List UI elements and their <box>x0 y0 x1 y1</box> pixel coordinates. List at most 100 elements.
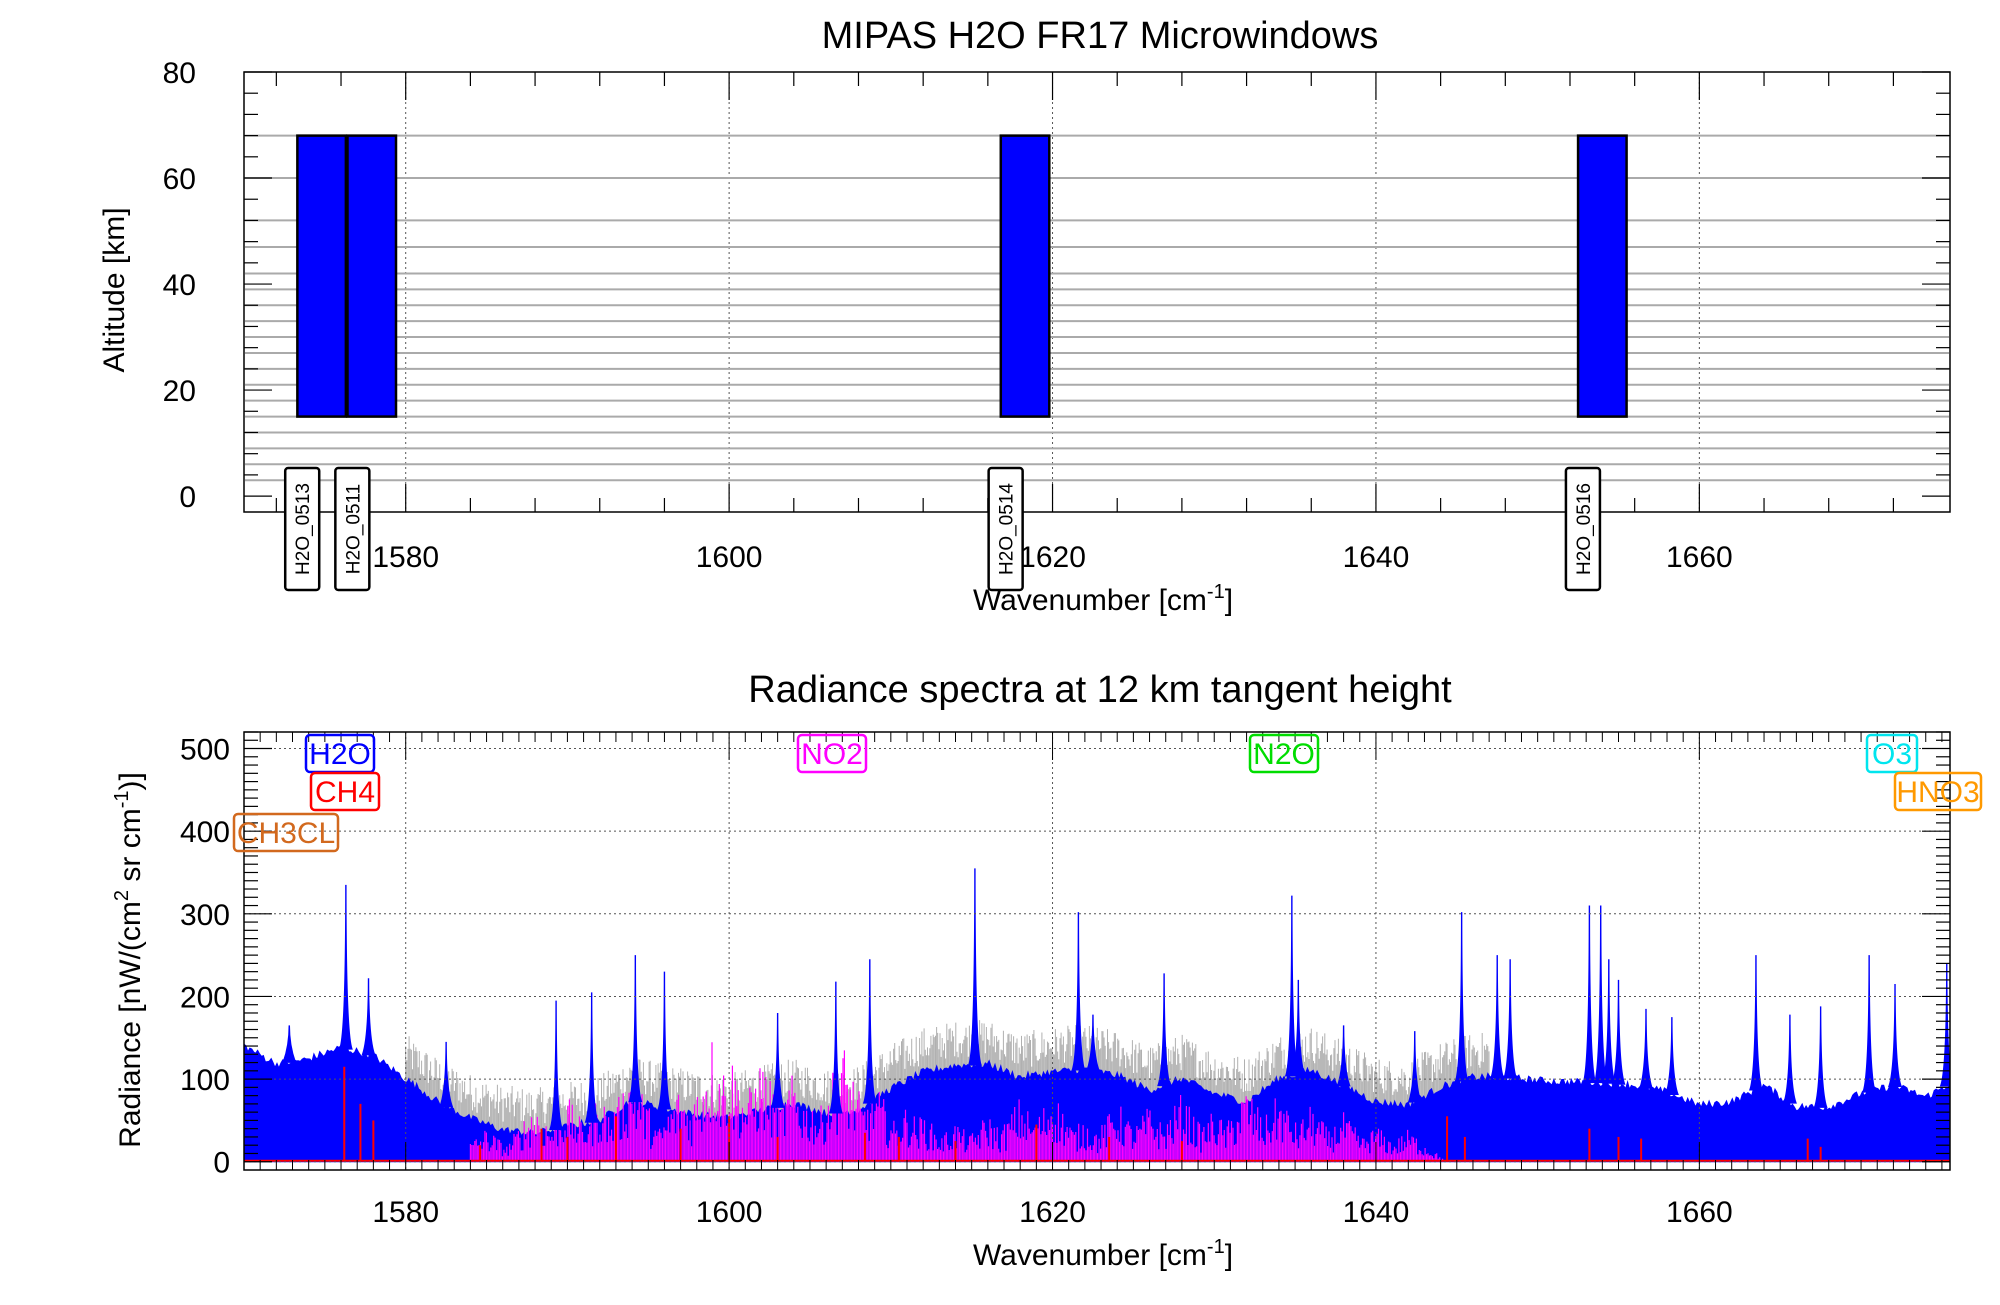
top-x-axis-label-end: ] <box>1225 584 1233 617</box>
microwindow-label: H2O_0511 <box>334 466 371 592</box>
legend-label: O3 <box>1872 738 1912 771</box>
bottom-x-tick-labels: 1580 1600 1620 1640 1660 <box>372 1196 1732 1229</box>
legend-box <box>1248 733 1320 774</box>
bottom-y-axis-label-p0: Radiance [nW/(cm <box>114 901 147 1148</box>
microwindow-panel: MIPAS H2O FR17 Microwindows 1580 1600 1620… <box>98 15 1951 617</box>
microwindow-bar <box>296 134 348 418</box>
top-x-tick-label: 1660 <box>1666 541 1733 574</box>
bottom-plot-frame <box>243 731 1951 1171</box>
h2o-peak <box>1813 1006 1828 1108</box>
bottom-chart-title: Radiance spectra at 12 km tangent height <box>748 669 1452 711</box>
h2o-peak <box>1454 912 1469 1082</box>
radiance-series <box>244 868 1950 1163</box>
h2o-peak <box>1336 1025 1351 1087</box>
top-x-tick-label: 1600 <box>696 541 763 574</box>
microwindow-label-box <box>1564 466 1602 592</box>
bottom-y-axis-label: Radiance [nW/(cm2 sr cm-1)] <box>111 772 147 1148</box>
h2o-peak <box>770 1012 785 1108</box>
bottom-y-axis-label-p4: )] <box>114 772 147 790</box>
legend-label: N2O <box>1253 738 1315 771</box>
h2o-peak <box>1490 955 1505 1079</box>
bottom-x-axis-label-end: ] <box>1225 1239 1233 1272</box>
top-chart-title: MIPAS H2O FR17 Microwindows <box>822 15 1379 57</box>
top-x-tick-labels: 1580 1600 1620 1640 1660 <box>372 541 1732 574</box>
legend-ch3cl: CH3CL <box>232 812 340 853</box>
top-y-axis-label: Altitude [km] <box>98 207 131 372</box>
bottom-x-tick-label: 1640 <box>1343 1196 1410 1229</box>
bottom-x-tick-label: 1600 <box>696 1196 763 1229</box>
microwindow-bar <box>346 134 398 418</box>
bottom-x-tick-label: 1660 <box>1666 1196 1733 1229</box>
h2o-peak <box>828 981 843 1114</box>
bottom-y-tick-label: 300 <box>180 899 230 932</box>
top-plot-frame <box>243 71 1951 513</box>
top-y-tick-label: 0 <box>179 481 196 514</box>
h2o-peak <box>439 1041 454 1108</box>
top-y-tick-label: 60 <box>163 163 196 196</box>
top-x-axis-label: Wavenumber [cm-1] <box>973 581 1233 617</box>
bottom-y-tick-label: 500 <box>180 734 230 767</box>
h2o-peak <box>1782 1014 1797 1104</box>
bottom-y-tick-label: 100 <box>180 1064 230 1097</box>
h2o-peak <box>1862 955 1877 1093</box>
microwindow-label: H2O_0514 <box>987 466 1024 592</box>
h2o-peak <box>1157 973 1172 1087</box>
top-y-tick-label: 40 <box>163 269 196 302</box>
microwindow-label-text: H2O_0513 <box>293 483 314 575</box>
h2o-peak <box>1664 1017 1679 1095</box>
h2o-peak <box>657 971 672 1110</box>
legend-h2o: H2O <box>304 733 376 774</box>
h2o-peak <box>584 992 599 1123</box>
bottom-x-axis-label-sup: -1 <box>1207 1236 1225 1258</box>
top-axes <box>243 71 1951 513</box>
bottom-y-tick-label: 0 <box>213 1147 230 1180</box>
h2o-peak <box>1593 905 1608 1084</box>
h2o-peak <box>1601 959 1616 1084</box>
h2o-peak <box>1407 1031 1422 1103</box>
legend-box <box>309 771 381 812</box>
radiance-panel: Radiance spectra at 12 km tangent height… <box>111 669 1983 1272</box>
legend-box <box>1893 771 1983 812</box>
top-x-tick-label: 1580 <box>372 541 439 574</box>
bottom-y-axis-label-p2: sr cm <box>114 808 147 890</box>
microwindow-label-text: H2O_0514 <box>997 483 1018 575</box>
h2o-peak <box>1611 979 1626 1085</box>
microwindow-label: H2O_0513 <box>283 466 321 592</box>
legend-o3: O3 <box>1865 733 1919 774</box>
top-x-tick-label: 1640 <box>1343 541 1410 574</box>
bottom-x-axis-label: Wavenumber [cm-1] <box>973 1236 1233 1272</box>
h2o-peak <box>628 955 643 1103</box>
microwindow-label: H2O_0516 <box>1564 466 1602 592</box>
no2-spectrum <box>469 1042 1444 1162</box>
microwindow-bar <box>999 134 1051 418</box>
microwindow-label-text: H2O_0516 <box>1574 483 1595 575</box>
legend-box <box>1865 733 1919 774</box>
bottom-gridlines <box>244 732 1950 1170</box>
h2o-peak <box>1291 979 1306 1075</box>
h2o-peak <box>1503 959 1518 1079</box>
microwindow-labels: H2O_0513 H2O_0511 H2O_0514 H2O_0516 <box>283 466 1602 592</box>
bottom-x-tick-label: 1580 <box>372 1196 439 1229</box>
microwindow-bar <box>1576 134 1628 418</box>
h2o-peak <box>361 978 376 1056</box>
top-x-tick-label: 1620 <box>1019 541 1086 574</box>
legend-label: NO2 <box>801 738 863 771</box>
legend-label: HNO3 <box>1896 776 1979 809</box>
top-gridlines <box>405 72 1700 512</box>
h2o-peak <box>1638 1008 1653 1089</box>
bottom-x-tick-label: 1620 <box>1019 1196 1086 1229</box>
legend-label: H2O <box>309 738 371 771</box>
h2o-peak <box>967 868 982 1066</box>
legend-box <box>796 733 868 774</box>
bottom-y-tick-label: 200 <box>180 981 230 1014</box>
legend-no2: NO2 <box>796 733 868 774</box>
h2o-peak <box>282 1025 297 1063</box>
bottom-y-tick-labels: 0 100 200 300 400 500 <box>180 734 230 1180</box>
h2o-peak <box>862 959 877 1104</box>
top-y-tick-labels: 0 20 40 60 80 <box>163 57 196 514</box>
microwindow-bars <box>296 134 1628 418</box>
bottom-x-axis-label-main: Wavenumber [cm <box>973 1239 1207 1272</box>
microwindow-label-box <box>334 466 371 592</box>
